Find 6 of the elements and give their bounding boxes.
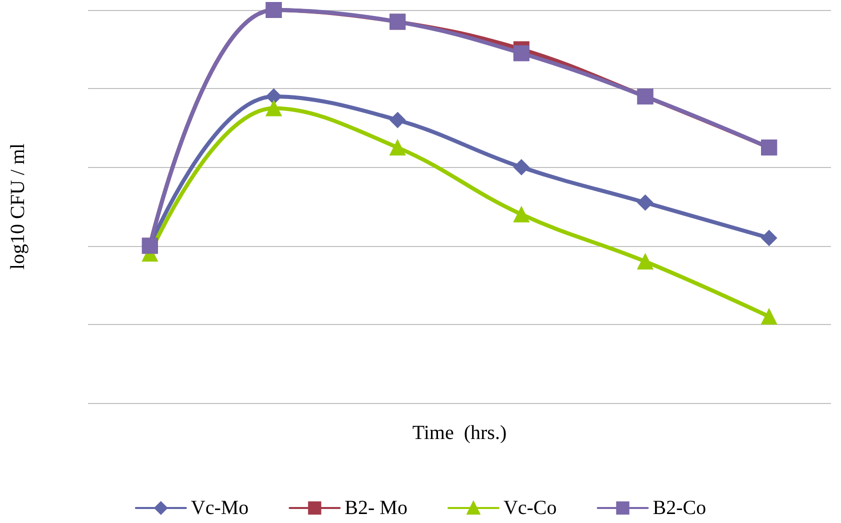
legend-label: Vc-Mo [190, 497, 249, 519]
legend-label: Vc-Co [503, 497, 557, 519]
y-axis-title: log10 CFU / ml [7, 142, 29, 270]
legend-label: B2- Mo [344, 497, 408, 519]
legend-label: B2-Co [652, 497, 706, 519]
x-axis-title: Time (hrs.) [412, 422, 507, 444]
